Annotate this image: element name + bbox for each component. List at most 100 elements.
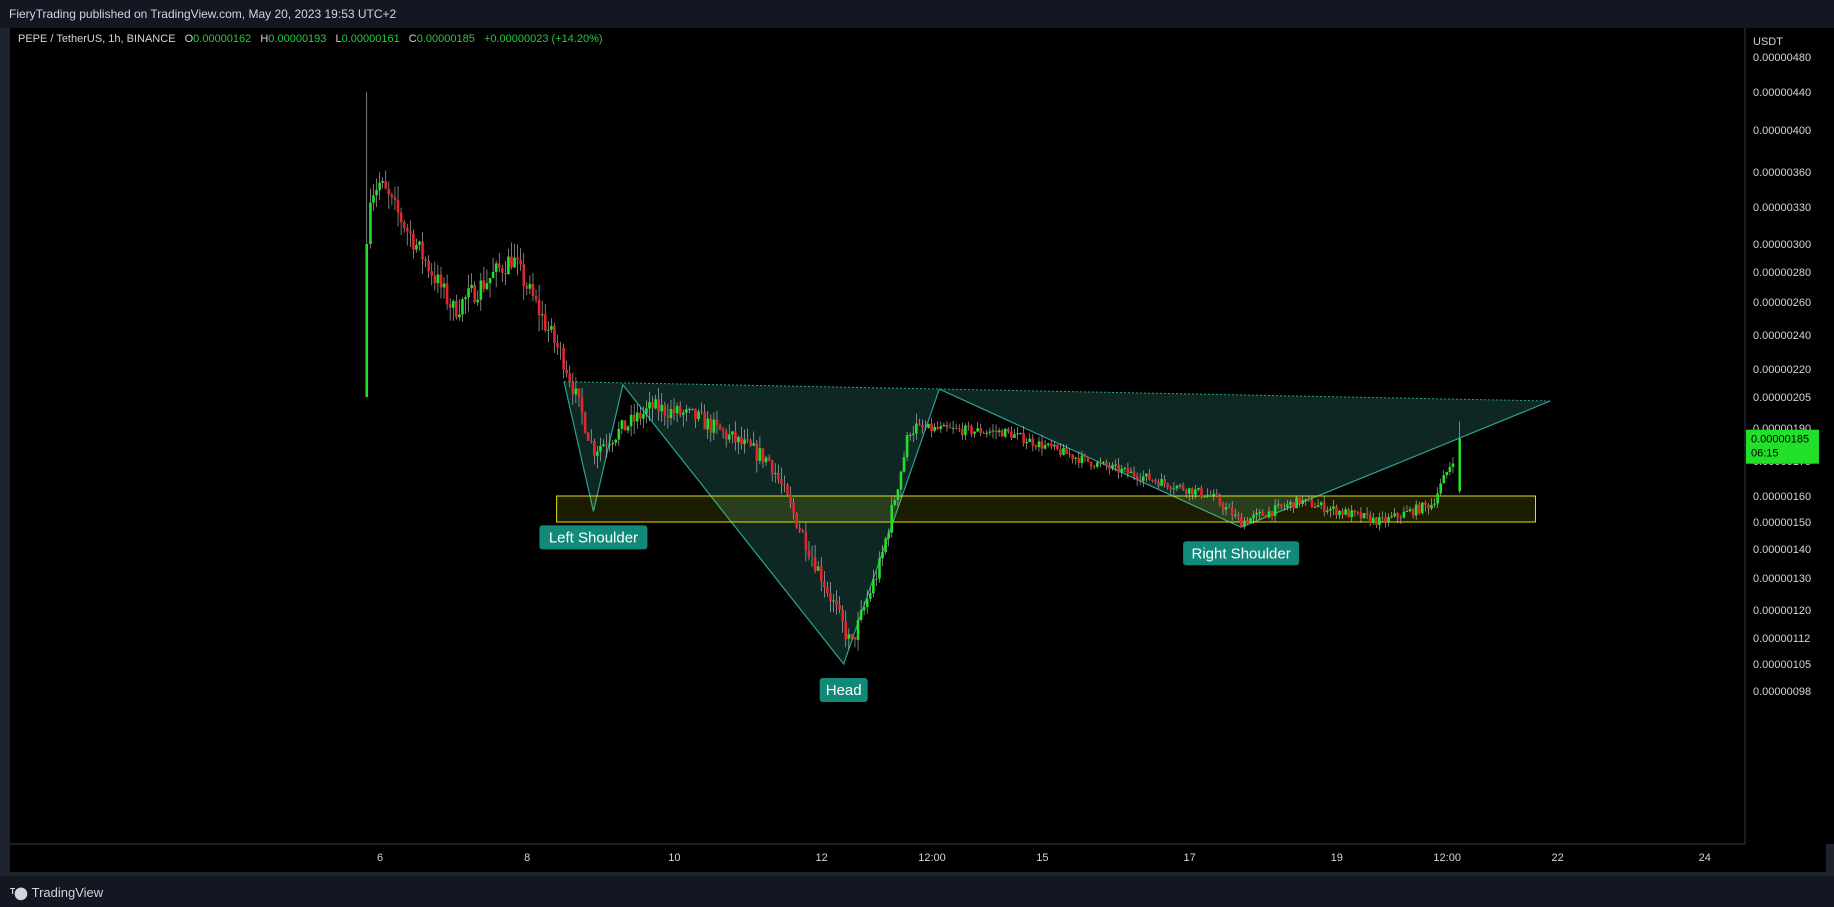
candle-body [589,440,593,442]
candle-body [724,431,728,440]
candle-body [1218,496,1222,505]
candle-body [473,284,476,303]
candle-body [525,285,529,289]
candle-body [924,427,927,429]
candle-body [734,431,737,443]
candle-body [1043,445,1047,449]
candle-body [1233,514,1237,516]
price-tick-label: 0.00000400 [1753,125,1811,137]
price-chart[interactable]: USDT 0.00000480 0.00000440 0.00000400 0.0000… [0,0,1834,876]
time-tick-label: 6 [377,852,383,864]
candle-body [1019,433,1022,435]
candle-body [1246,520,1249,524]
candle-body [1154,480,1157,482]
candle-body [964,425,967,436]
candle-body [1286,504,1289,507]
change-value: +0.00000023 (+14.20%) [483,33,603,45]
candle-body [957,428,961,430]
candle-body [826,587,829,593]
candle-body [872,579,875,594]
candle-body [602,444,605,447]
candle-body [1022,433,1025,444]
tradingview-logo[interactable]: ᵀ⬤ TradingView [10,880,103,906]
candle-body [433,275,437,284]
candle-body [1313,507,1317,509]
candle-body [1301,500,1304,505]
candle-body [795,513,798,528]
candle-body [918,423,921,425]
candle-body [1129,471,1133,474]
candle-body [1098,462,1102,464]
candle-body [1013,434,1016,438]
candle-body [479,280,483,300]
candle-body [960,428,964,436]
candle-body [945,424,949,428]
candle-body [905,435,909,458]
candle-body [727,434,731,440]
candle-body [1114,464,1117,466]
candle-body [1037,441,1041,448]
candle-body [1160,479,1163,486]
candle-body [1332,506,1335,509]
candle-body [700,411,703,413]
time-axis-bg [10,844,1745,872]
candle-body [1341,510,1344,515]
candle-body [1016,433,1019,435]
candle-body [1083,455,1087,458]
candle-body [559,347,562,349]
candle-body [1206,494,1209,497]
candle-body [1215,493,1219,497]
candle-body [464,297,467,300]
candle-body [599,446,602,452]
publish-text: FieryTrading published on TradingView.co… [9,7,397,21]
candle-body [408,231,412,234]
candle-body [470,284,473,289]
candle-body [1052,444,1056,447]
time-tick-label: 12 [815,852,827,864]
candle-body [638,412,642,419]
candle-body [458,314,461,318]
candle-body [485,283,489,289]
candle-body [1458,438,1462,492]
candle-body [1292,502,1295,509]
low-label: L [335,33,342,45]
time-tick-label: 24 [1699,852,1711,864]
candle-body [387,188,391,195]
candle-body [562,348,565,370]
candle-body [1270,511,1274,517]
candle-body [482,280,486,289]
candle-body [718,424,722,430]
pattern-fill [564,381,1551,664]
time-tick-label: 15 [1036,852,1048,864]
candle-body [1144,473,1148,477]
candle-body [1089,461,1093,467]
candle-body [1282,506,1286,508]
candle-body [1439,483,1442,494]
candle-body [1414,504,1418,516]
candle-body [709,418,713,433]
candle-body [819,566,823,582]
close-label: C [408,33,417,45]
candle-body [596,451,599,456]
candle-body [770,460,774,474]
candle-body [1227,507,1231,509]
price-tick-label: 0.00000120 [1753,605,1811,617]
candle-body [1040,441,1044,449]
price-tick-label: 0.00000480 [1753,52,1811,64]
candle-body [672,408,676,414]
candle-body [1108,466,1111,469]
candle-body [1230,507,1234,516]
candle-body [1080,455,1084,464]
candle-body [1365,513,1369,515]
tradingview-logo-icon: ᵀ⬤ [10,886,28,900]
candle-body [1427,504,1430,509]
candle-body [684,409,688,413]
candle-body [412,233,415,250]
candle-body [1034,445,1038,448]
candle-body [721,429,725,432]
candle-body [678,406,682,415]
candle-body [436,274,440,284]
time-tick-label: 8 [524,852,530,864]
candle-body [381,181,384,183]
candle-body [1307,499,1311,501]
